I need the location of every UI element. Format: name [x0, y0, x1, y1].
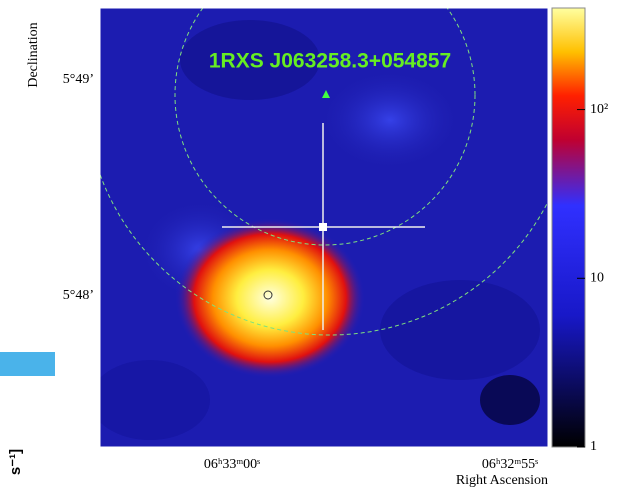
- y-tick-label: 5°48’: [63, 288, 94, 303]
- colorbar-tick-label: 10²: [590, 102, 608, 117]
- x-tick-label: 06ʰ33ᵐ00ˢ: [204, 457, 260, 472]
- source-label: 1RXS J063258.3+054857: [209, 50, 451, 73]
- side-fragment: s⁻¹]: [7, 449, 24, 475]
- side-bar: [0, 352, 55, 376]
- colorbar-tick-label: 1: [590, 439, 597, 454]
- colorbar: [552, 8, 585, 447]
- position-marker: [319, 223, 327, 231]
- figure: s⁻¹] 1RXS J063258.3+054857 Declination 5…: [0, 0, 627, 490]
- y-axis-label: Declination: [26, 22, 41, 87]
- x-tick-label: 06ʰ32ᵐ55ˢ: [482, 457, 538, 472]
- x-axis-label: Right Ascension: [456, 473, 548, 488]
- y-tick-label: 5°49’: [63, 72, 94, 87]
- colorbar-tick-label: 10: [590, 271, 604, 286]
